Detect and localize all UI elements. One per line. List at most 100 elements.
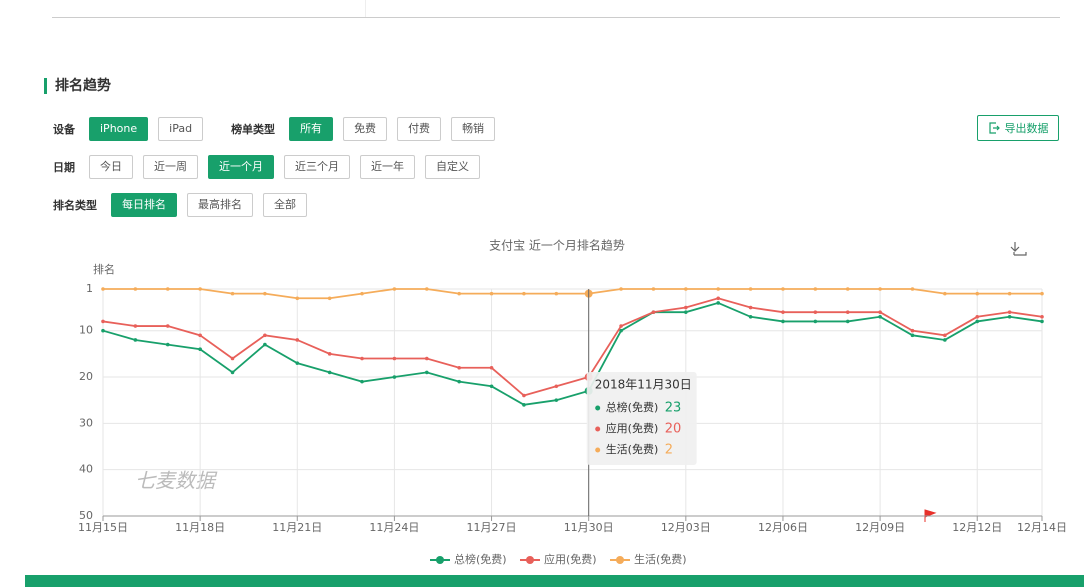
point <box>295 361 300 365</box>
point <box>845 310 850 314</box>
x-tick-label: 11月27日 <box>467 521 517 534</box>
point <box>878 287 882 291</box>
filter-option[interactable]: 畅销 <box>451 117 496 141</box>
filter-row: 日期 今日 近一周 近一个月 近三个月 近一年 自定义 <box>53 155 490 179</box>
point <box>198 333 202 338</box>
point <box>1007 314 1012 319</box>
tooltip-name: 生活(免费) <box>606 442 659 456</box>
legend-label: 总榜(免费) <box>454 552 507 566</box>
download-icon[interactable] <box>1010 242 1027 256</box>
legend-dot <box>616 556 624 564</box>
point <box>424 356 429 361</box>
point <box>198 287 202 291</box>
legend-dot <box>526 556 534 564</box>
export-icon <box>988 122 1000 134</box>
point <box>1007 310 1012 314</box>
tooltip <box>586 372 697 465</box>
filter-option[interactable]: 付费 <box>397 117 442 141</box>
point <box>360 379 364 384</box>
x-tick-label: 11月30日 <box>564 521 614 534</box>
point <box>910 328 915 333</box>
filter-row: 排名类型 每日排名 最高排名 全部 <box>53 193 317 217</box>
filter-option[interactable]: 免费 <box>343 117 388 141</box>
point <box>101 287 105 291</box>
point <box>230 356 235 361</box>
point <box>781 287 785 291</box>
x-tick-label: 12月06日 <box>758 521 808 534</box>
filter-option[interactable]: 近三个月 <box>284 155 350 179</box>
point <box>943 338 947 342</box>
x-tick-label: 11月15日 <box>78 521 128 534</box>
point <box>101 328 105 333</box>
tooltip-dot <box>595 405 601 411</box>
point <box>165 287 170 291</box>
point <box>392 287 397 291</box>
filter-option[interactable]: 近一年 <box>360 155 415 179</box>
filter-option[interactable]: 近一个月 <box>208 155 274 179</box>
tooltip-title: 2018年11月30日 <box>595 378 692 392</box>
point <box>263 291 267 296</box>
point <box>684 310 688 314</box>
point <box>327 296 332 301</box>
filter-label: 排名类型 <box>53 199 97 212</box>
filter-option[interactable]: 最高排名 <box>187 193 253 217</box>
point <box>813 319 818 324</box>
point <box>424 287 429 291</box>
divider <box>365 0 366 17</box>
tooltip-value: 23 <box>665 401 682 416</box>
point <box>716 301 721 305</box>
filter-option[interactable]: 所有 <box>289 117 334 141</box>
filter-option[interactable]: 近一周 <box>143 155 198 179</box>
x-tick-label: 11月24日 <box>369 521 419 534</box>
point <box>910 333 915 338</box>
point <box>327 370 332 375</box>
point <box>457 379 461 384</box>
filter-option[interactable]: 每日排名 <box>111 193 177 217</box>
point <box>457 291 461 296</box>
point <box>133 287 138 291</box>
tooltip-dot <box>595 426 601 432</box>
point <box>781 310 785 314</box>
point <box>943 333 947 338</box>
point <box>522 393 526 398</box>
filter-option[interactable]: 全部 <box>263 193 307 217</box>
point <box>684 305 688 310</box>
point <box>619 324 623 328</box>
x-tick-label: 12月14日 <box>1017 521 1067 534</box>
filter-label: 设备 <box>53 123 75 136</box>
point <box>910 287 915 291</box>
export-button[interactable]: 导出数据 <box>977 115 1059 141</box>
point <box>684 287 688 291</box>
point <box>101 319 105 324</box>
point <box>975 319 980 324</box>
point <box>360 356 364 361</box>
point <box>522 291 526 296</box>
point <box>845 287 850 291</box>
point <box>878 314 882 319</box>
filter-option[interactable]: iPad <box>158 117 204 141</box>
point <box>651 287 656 291</box>
filter-option[interactable]: 自定义 <box>425 155 480 179</box>
point <box>1007 291 1012 296</box>
point <box>554 291 559 296</box>
tooltip-value: 20 <box>665 422 682 437</box>
point <box>845 319 850 324</box>
chart-title: 支付宝 近一个月排名趋势 <box>489 238 625 253</box>
filter-option[interactable]: 今日 <box>89 155 133 179</box>
point <box>457 365 461 370</box>
point <box>878 310 882 314</box>
point <box>295 338 300 342</box>
filter-group: 榜单类型 所有 免费 付费 畅销 <box>231 117 505 141</box>
point <box>263 342 267 347</box>
watermark: 七麦数据 <box>135 469 218 493</box>
point <box>975 314 980 319</box>
point <box>489 384 494 389</box>
point <box>813 287 818 291</box>
line <box>102 301 1043 406</box>
tooltip-name: 总榜(免费) <box>606 400 659 414</box>
point <box>619 287 623 291</box>
point <box>748 314 753 319</box>
filter-option[interactable]: iPhone <box>89 117 149 141</box>
point <box>975 291 980 296</box>
